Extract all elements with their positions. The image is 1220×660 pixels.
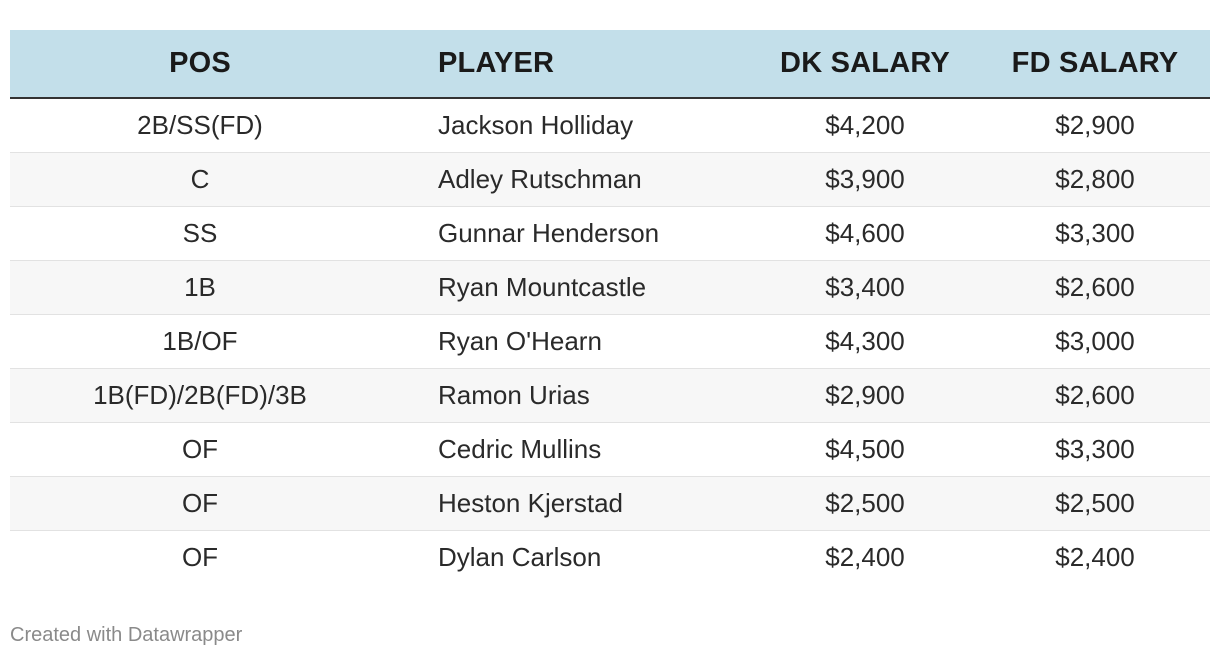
cell-pos: C bbox=[10, 152, 390, 207]
cell-dk-salary: $3,400 bbox=[750, 260, 980, 315]
header-pos[interactable]: POS bbox=[10, 30, 390, 99]
table-row: OF Cedric Mullins $4,500 $3,300 bbox=[10, 422, 1210, 477]
table-header: POS PLAYER DK SALARY FD SALARY bbox=[10, 30, 1210, 99]
header-dk-salary[interactable]: DK SALARY bbox=[750, 30, 980, 99]
cell-player: Jackson Holliday bbox=[390, 98, 750, 153]
salary-table: POS PLAYER DK SALARY FD SALARY 2B/SS(FD)… bbox=[10, 30, 1210, 584]
table-row: OF Dylan Carlson $2,400 $2,400 bbox=[10, 531, 1210, 585]
cell-player: Gunnar Henderson bbox=[390, 206, 750, 261]
cell-dk-salary: $4,500 bbox=[750, 422, 980, 477]
header-fd-salary[interactable]: FD SALARY bbox=[980, 30, 1210, 99]
cell-fd-salary: $3,000 bbox=[980, 314, 1210, 369]
table-row: SS Gunnar Henderson $4,600 $3,300 bbox=[10, 206, 1210, 261]
cell-dk-salary: $4,300 bbox=[750, 314, 980, 369]
cell-player: Ramon Urias bbox=[390, 368, 750, 423]
table-row: 2B/SS(FD) Jackson Holliday $4,200 $2,900 bbox=[10, 98, 1210, 153]
cell-pos: OF bbox=[10, 422, 390, 477]
table-row: 1B(FD)/2B(FD)/3B Ramon Urias $2,900 $2,6… bbox=[10, 368, 1210, 423]
cell-pos: OF bbox=[181, 542, 219, 572]
cell-dk-salary: $2,900 bbox=[750, 368, 980, 423]
table-body: 2B/SS(FD) Jackson Holliday $4,200 $2,900… bbox=[10, 98, 1210, 584]
cell-pos: 1B bbox=[10, 260, 390, 315]
cell-fd-salary: $2,400 bbox=[1055, 542, 1135, 572]
cell-dk-salary: $4,200 bbox=[750, 98, 980, 153]
cell-dk-salary: $4,600 bbox=[750, 206, 980, 261]
cell-pos: 1B/OF bbox=[10, 314, 390, 369]
cell-player: Cedric Mullins bbox=[390, 422, 750, 477]
cell-player: Dylan Carlson bbox=[438, 542, 602, 572]
table-row: C Adley Rutschman $3,900 $2,800 bbox=[10, 152, 1210, 207]
cell-dk-salary: $2,500 bbox=[750, 476, 980, 531]
salary-table-container: POS PLAYER DK SALARY FD SALARY 2B/SS(FD)… bbox=[10, 30, 1210, 584]
datawrapper-credit[interactable]: Created with Datawrapper bbox=[10, 624, 243, 646]
cell-pos: SS bbox=[10, 206, 390, 261]
cell-dk-salary: $2,400 bbox=[825, 542, 905, 572]
cell-fd-salary: $3,300 bbox=[980, 206, 1210, 261]
cell-fd-salary: $2,800 bbox=[980, 152, 1210, 207]
cell-player: Heston Kjerstad bbox=[390, 476, 750, 531]
cell-fd-salary: $3,300 bbox=[980, 422, 1210, 477]
table-row: 1B Ryan Mountcastle $3,400 $2,600 bbox=[10, 260, 1210, 315]
table-row: 1B/OF Ryan O'Hearn $4,300 $3,000 bbox=[10, 314, 1210, 369]
header-row: POS PLAYER DK SALARY FD SALARY bbox=[10, 30, 1210, 99]
table-row: OF Heston Kjerstad $2,500 $2,500 bbox=[10, 476, 1210, 531]
cell-dk-salary: $3,900 bbox=[750, 152, 980, 207]
cell-player: Adley Rutschman bbox=[390, 152, 750, 207]
cell-pos: 1B(FD)/2B(FD)/3B bbox=[10, 368, 390, 423]
cell-player: Ryan Mountcastle bbox=[390, 260, 750, 315]
cell-fd-salary: $2,600 bbox=[980, 368, 1210, 423]
cell-pos: 2B/SS(FD) bbox=[10, 98, 390, 153]
cell-pos: OF bbox=[10, 476, 390, 531]
header-player[interactable]: PLAYER bbox=[390, 30, 750, 99]
cell-fd-salary: $2,500 bbox=[980, 476, 1210, 531]
cell-fd-salary: $2,900 bbox=[980, 98, 1210, 153]
cell-player: Ryan O'Hearn bbox=[390, 314, 750, 369]
cell-fd-salary: $2,600 bbox=[980, 260, 1210, 315]
